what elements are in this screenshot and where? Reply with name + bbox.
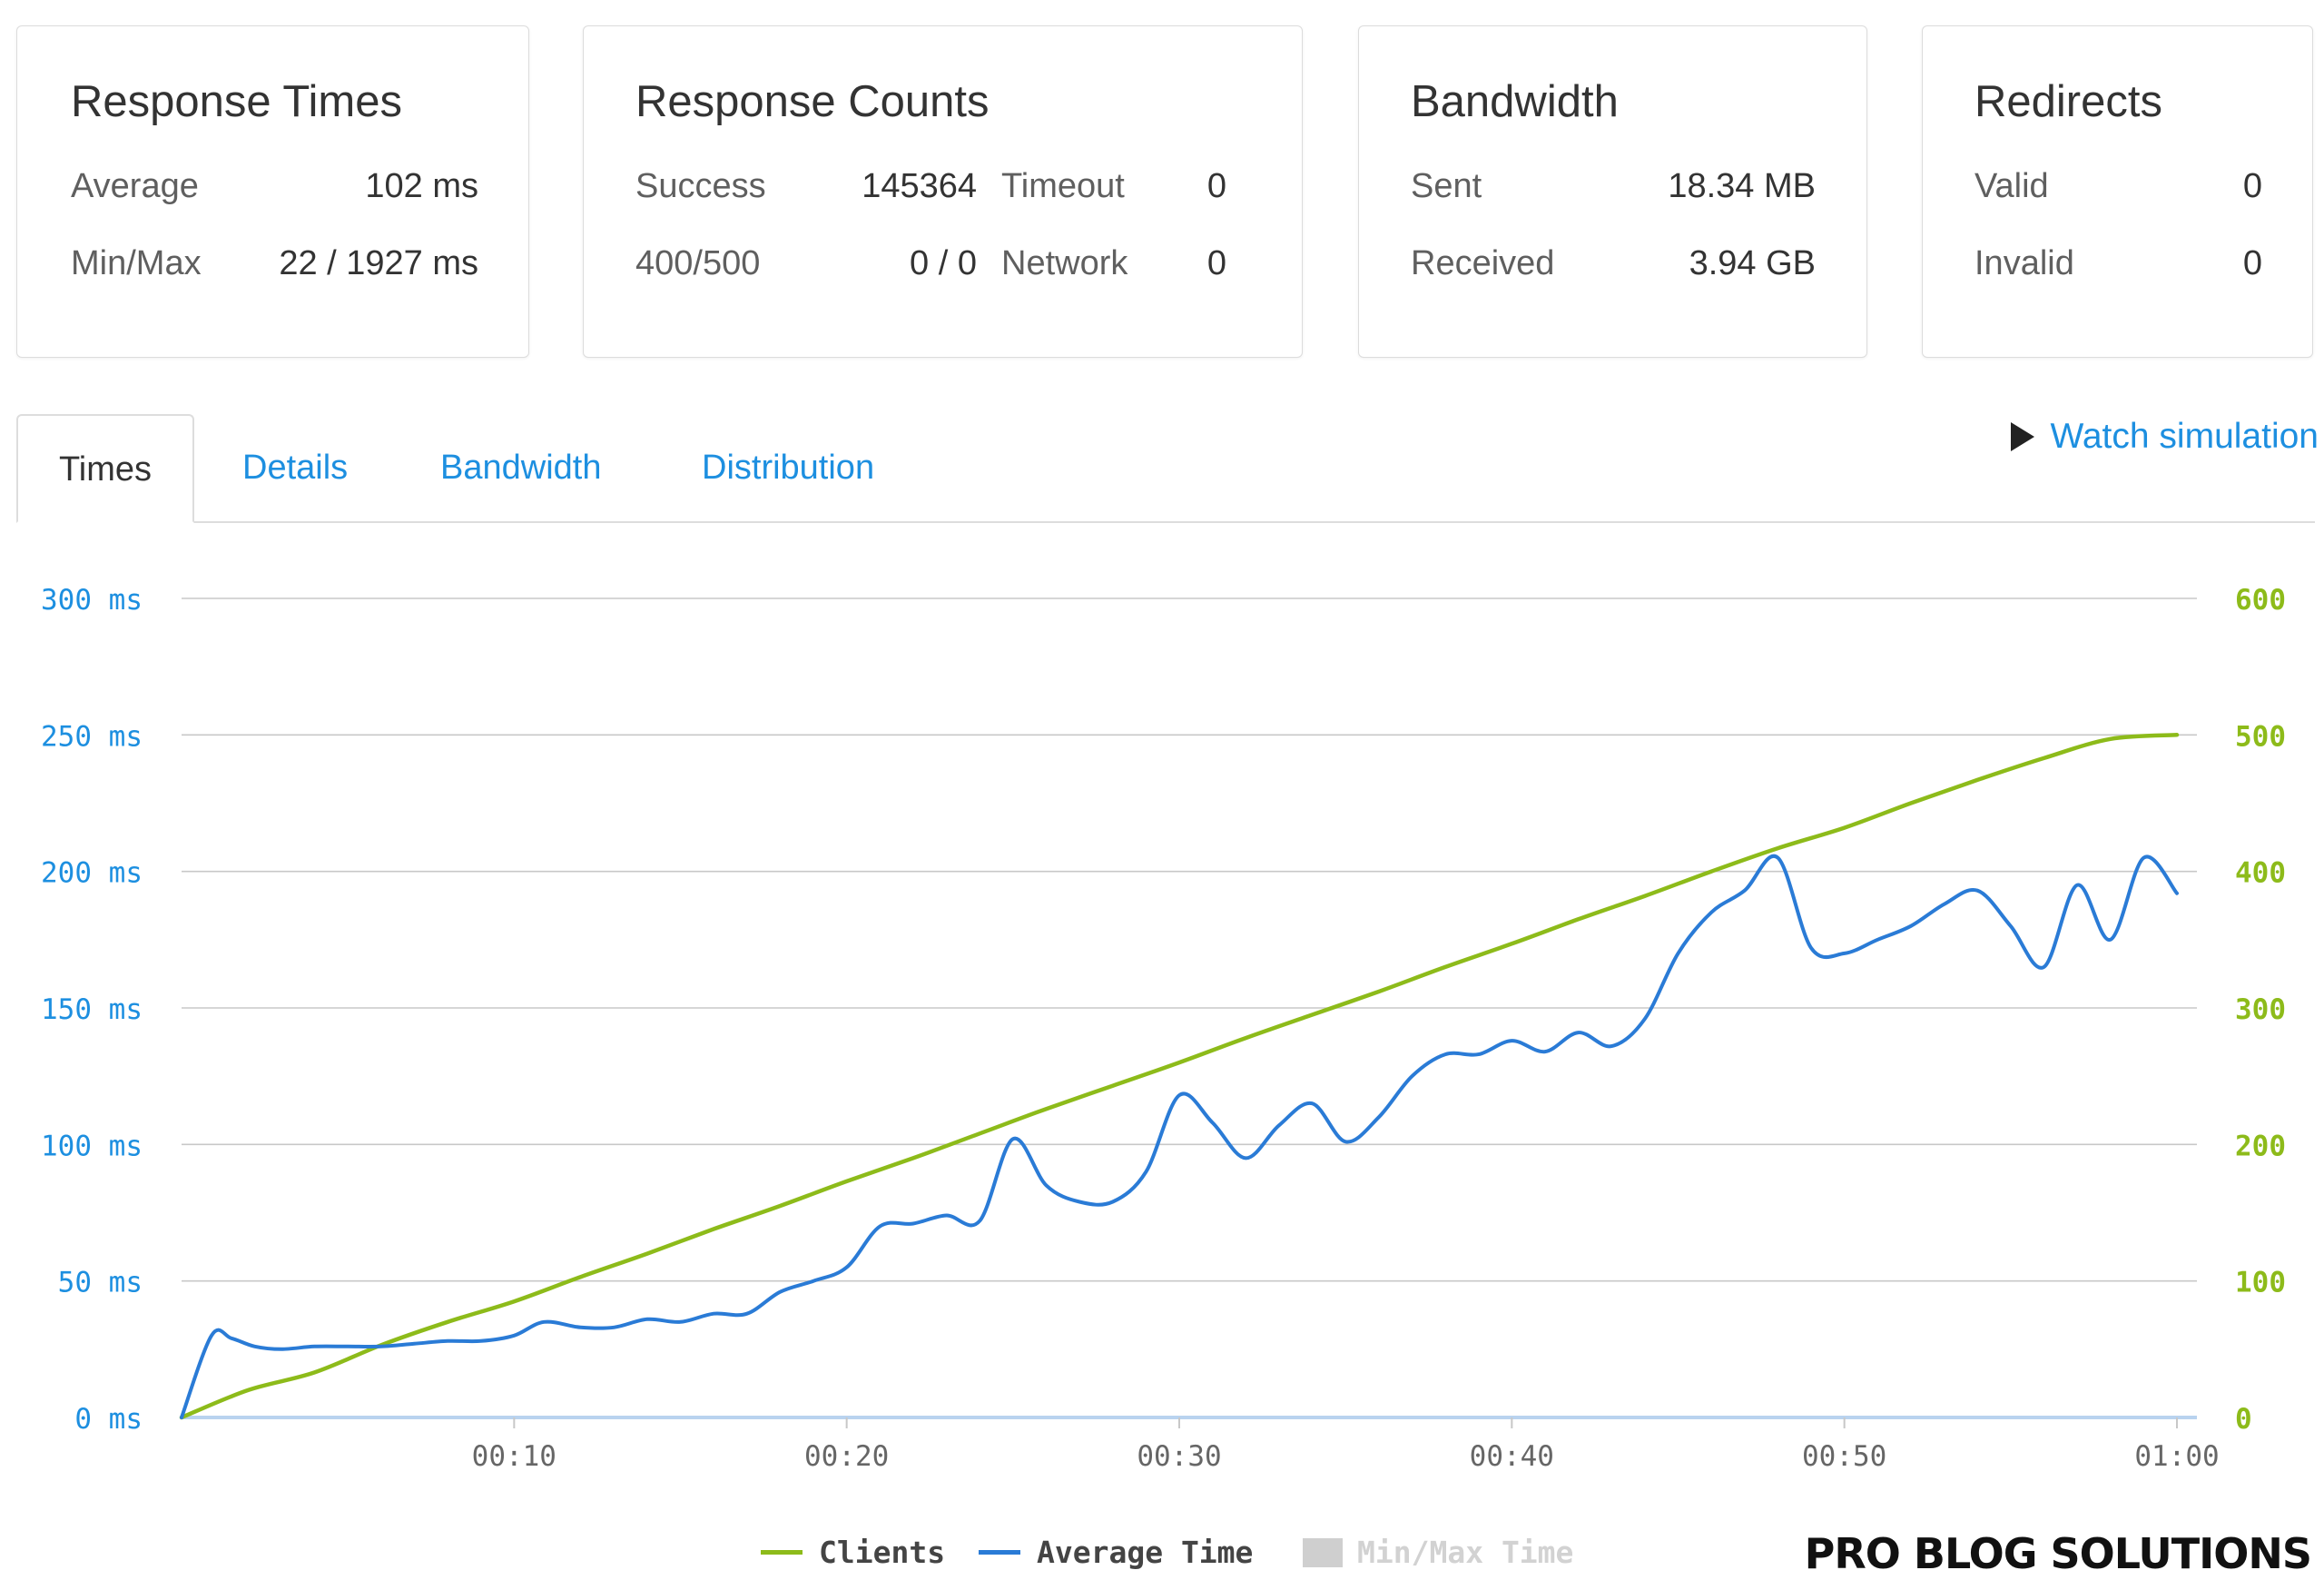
average-time-series-line — [180, 854, 2179, 1419]
tab-bandwidth[interactable]: Bandwidth — [440, 449, 602, 487]
tab-distribution[interactable]: Distribution — [702, 449, 875, 487]
legend-average-time[interactable]: Average Time — [979, 1535, 1253, 1570]
network-label: Network — [1001, 244, 1128, 282]
right-tick-label: 600 — [2235, 584, 2286, 617]
valid-value: 0 — [2242, 167, 2262, 205]
right-tick-label: 200 — [2235, 1130, 2286, 1162]
legend-average-time-label: Average Time — [1037, 1535, 1254, 1570]
redirects-card: Redirects Valid 0 Invalid 0 — [1922, 25, 2313, 358]
minmax-time-swatch — [1303, 1537, 1343, 1567]
invalid-value: 0 — [2242, 244, 2262, 282]
received-value: 3.94 GB — [1689, 244, 1816, 282]
card-title: Response Times — [71, 77, 402, 126]
right-tick-label: 500 — [2235, 720, 2286, 753]
clients-series-line — [179, 733, 2180, 1420]
average-value: 102 ms — [365, 167, 478, 205]
legend-clients[interactable]: Clients — [761, 1535, 945, 1570]
card-title: Redirects — [1974, 77, 2162, 126]
right-tick-label: 0 — [2235, 1403, 2252, 1436]
received-label: Received — [1411, 244, 1555, 282]
left-tick-label: 0 ms — [74, 1403, 143, 1436]
tab-bar: Times Details Bandwidth Distribution — [16, 414, 2315, 523]
network-value: 0 — [1206, 244, 1226, 282]
bandwidth-card: Bandwidth Sent 18.34 MB Received 3.94 GB — [1358, 25, 1867, 358]
left-tick-label: 300 ms — [41, 584, 143, 617]
sent-value: 18.34 MB — [1668, 167, 1816, 205]
response-times-card: Response Times Average 102 ms Min/Max 22… — [16, 25, 529, 358]
valid-label: Valid — [1974, 167, 2049, 205]
left-tick-label: 200 ms — [41, 857, 143, 890]
left-tick-label: 100 ms — [41, 1130, 143, 1162]
tab-times[interactable]: Times — [16, 414, 194, 523]
x-tick-label: 00:10 — [472, 1440, 556, 1473]
left-tick-label: 50 ms — [58, 1267, 143, 1299]
average-time-swatch — [979, 1550, 1020, 1555]
card-title: Bandwidth — [1411, 77, 1619, 126]
success-label: Success — [635, 167, 766, 205]
legend-minmax-time-label: Min/Max Time — [1357, 1535, 1574, 1570]
left-tick-label: 150 ms — [41, 993, 143, 1026]
right-tick-label: 300 — [2235, 993, 2286, 1026]
x-tick-label: 00:50 — [1802, 1440, 1886, 1473]
average-label: Average — [71, 167, 199, 205]
legend-minmax-time[interactable]: Min/Max Time — [1303, 1535, 1573, 1570]
x-tick-label: 00:20 — [804, 1440, 889, 1473]
success-value: 145364 — [862, 167, 977, 205]
timeout-value: 0 — [1206, 167, 1226, 205]
chart-grid — [182, 597, 2197, 1419]
errors-label: 400/500 — [635, 244, 761, 282]
left-tick-label: 250 ms — [41, 720, 143, 753]
response-counts-card: Response Counts Success 145364 Timeout 0… — [583, 25, 1303, 358]
minmax-value: 22 / 1927 ms — [279, 244, 478, 282]
right-tick-label: 400 — [2235, 857, 2286, 890]
errors-value: 0 / 0 — [910, 244, 977, 282]
card-title: Response Counts — [635, 77, 990, 126]
sent-label: Sent — [1411, 167, 1482, 205]
clients-swatch — [761, 1550, 803, 1555]
timeout-label: Timeout — [1001, 167, 1125, 205]
right-axis-ticks: 0 100 200 300 400 500 600 — [2235, 584, 2286, 1436]
play-icon — [2010, 422, 2034, 451]
left-axis-ticks: 0 ms 50 ms 100 ms 150 ms 200 ms 250 ms 300 ms — [41, 584, 143, 1436]
invalid-label: Invalid — [1974, 244, 2074, 282]
tab-details[interactable]: Details — [242, 449, 349, 487]
watch-simulation-label: Watch simulation — [2050, 417, 2319, 456]
brand-watermark: PRO BLOG SOLUTIONS — [1804, 1529, 2312, 1578]
x-tick-label: 00:40 — [1470, 1440, 1554, 1473]
right-tick-label: 100 — [2235, 1267, 2286, 1299]
watch-simulation-link[interactable]: Watch simulation — [2010, 414, 2319, 459]
x-tick-label: 01:00 — [2134, 1440, 2219, 1473]
minmax-label: Min/Max — [71, 244, 202, 282]
chart-series — [179, 733, 2180, 1420]
x-tick-label: 00:30 — [1137, 1440, 1221, 1473]
legend-clients-label: Clients — [819, 1535, 946, 1570]
x-axis-ticks: 00:10 00:20 00:30 00:40 00:50 01:00 — [472, 1417, 2220, 1473]
